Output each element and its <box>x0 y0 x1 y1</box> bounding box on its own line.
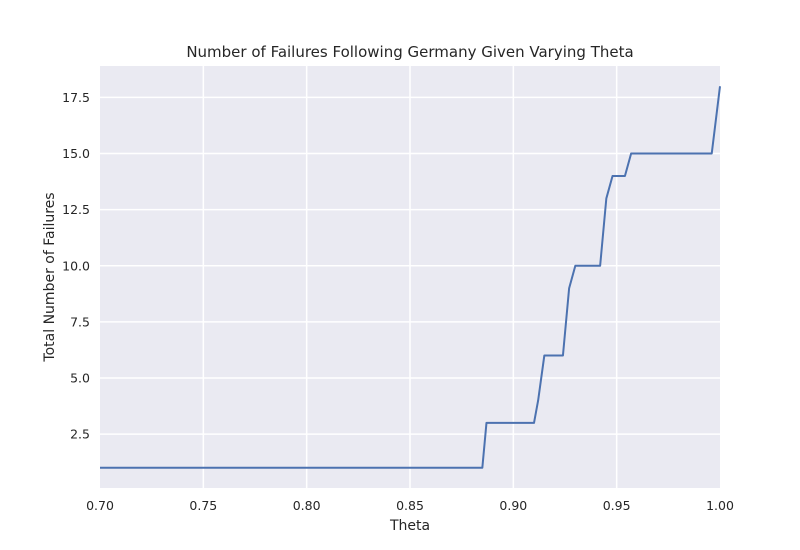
x-tick-label: 0.85 <box>396 498 424 513</box>
x-tick-label: 0.70 <box>86 498 114 513</box>
y-tick-label: 5.0 <box>70 371 90 386</box>
x-tick-label: 1.00 <box>706 498 734 513</box>
series-line-0 <box>100 86 721 469</box>
y-axis-label: Total Number of Failures <box>42 192 58 362</box>
x-tick-label: 0.80 <box>293 498 321 513</box>
x-axis-label: Theta <box>389 518 430 534</box>
y-tick-label: 10.0 <box>62 258 90 273</box>
y-axis-ticks: 2.5 5.0 7.5 10.0 12.5 15.0 17.5 <box>62 90 90 442</box>
chart-title: Number of Failures Following Germany Giv… <box>186 43 633 61</box>
y-tick-label: 15.0 <box>62 146 90 161</box>
y-tick-label: 7.5 <box>70 314 90 329</box>
x-axis-ticks: 0.70 0.75 0.80 0.85 0.90 0.95 1.00 <box>86 498 734 513</box>
series-layer <box>100 86 721 469</box>
x-tick-label: 0.75 <box>189 498 217 513</box>
x-tick-label: 0.95 <box>603 498 631 513</box>
y-tick-label: 2.5 <box>70 427 90 442</box>
x-tick-label: 0.90 <box>499 498 527 513</box>
y-tick-label: 17.5 <box>62 90 90 105</box>
y-tick-label: 12.5 <box>62 202 90 217</box>
grid <box>100 66 720 488</box>
